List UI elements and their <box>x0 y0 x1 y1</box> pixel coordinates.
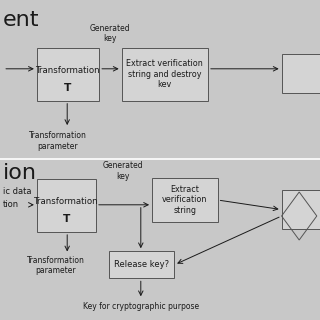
Text: ion: ion <box>3 163 37 183</box>
Text: tion: tion <box>3 200 19 209</box>
Text: T: T <box>63 214 70 224</box>
Text: Extract verification
string and destroy
kev: Extract verification string and destroy … <box>126 60 203 89</box>
Text: Key for cryptographic purpose: Key for cryptographic purpose <box>83 302 199 311</box>
Text: Generated
key: Generated key <box>90 24 131 43</box>
Bar <box>122 48 208 101</box>
Text: Transformation
parameter: Transformation parameter <box>27 256 85 276</box>
Text: Extract
verification
string: Extract verification string <box>162 185 207 215</box>
Bar <box>282 54 320 93</box>
Bar <box>152 178 218 222</box>
Bar <box>282 190 320 229</box>
Bar <box>37 179 96 232</box>
Text: Release key?: Release key? <box>114 260 169 269</box>
Text: Transformation: Transformation <box>36 66 100 75</box>
Bar <box>109 251 174 278</box>
Text: ent: ent <box>3 10 40 30</box>
Bar <box>37 48 99 101</box>
Text: ic data: ic data <box>3 187 32 196</box>
Text: T: T <box>64 83 72 92</box>
Text: Transformation
parameter: Transformation parameter <box>29 131 86 151</box>
Text: Transformation: Transformation <box>34 197 99 206</box>
Text: Generated
key: Generated key <box>103 161 143 181</box>
